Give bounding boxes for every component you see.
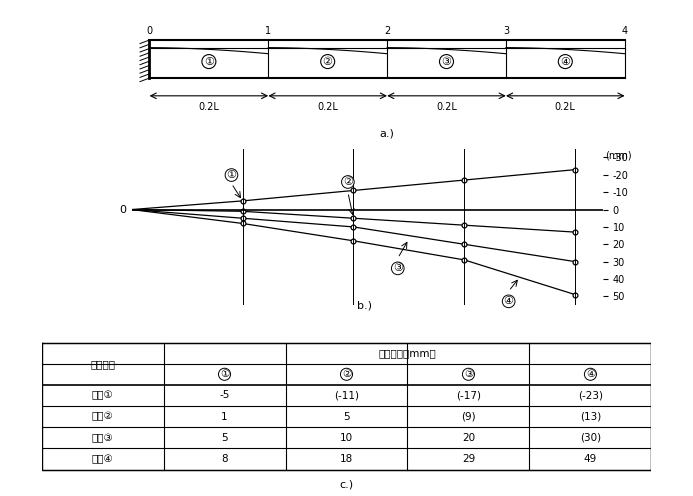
Text: c.): c.)	[340, 479, 353, 489]
Text: 0: 0	[119, 204, 126, 215]
Text: (-11): (-11)	[334, 390, 359, 400]
Text: ②: ②	[343, 177, 353, 187]
Text: 垂直挠度（mm）: 垂直挠度（mm）	[378, 348, 437, 358]
Text: 5: 5	[221, 433, 228, 443]
Text: 8: 8	[221, 454, 228, 464]
Text: 梁段浇注: 梁段浇注	[90, 359, 115, 369]
Text: 0.2L: 0.2L	[317, 102, 338, 113]
Text: 节段③: 节段③	[91, 433, 114, 443]
Text: ①: ①	[220, 370, 229, 379]
Text: ④: ④	[586, 370, 595, 379]
Text: b.): b.)	[357, 300, 372, 310]
Text: ④: ④	[560, 57, 570, 66]
Text: -5: -5	[220, 390, 229, 400]
Text: ④: ④	[504, 296, 514, 307]
Text: 3: 3	[503, 26, 509, 36]
Text: (mm): (mm)	[605, 151, 632, 161]
Text: ②: ②	[342, 370, 351, 379]
Text: (9): (9)	[461, 412, 476, 422]
Text: 0: 0	[146, 26, 152, 36]
Text: 0.2L: 0.2L	[436, 102, 457, 113]
Text: 1: 1	[221, 412, 228, 422]
Text: (13): (13)	[580, 412, 601, 422]
Text: 2: 2	[384, 26, 390, 36]
Text: ①: ①	[227, 170, 236, 180]
Text: 49: 49	[584, 454, 597, 464]
Text: 5: 5	[343, 412, 350, 422]
Text: 节段②: 节段②	[91, 412, 114, 422]
Text: 节段④: 节段④	[91, 454, 114, 464]
Text: 20: 20	[462, 433, 475, 443]
Text: 1: 1	[265, 26, 272, 36]
Text: 节段①: 节段①	[91, 390, 114, 400]
Text: 10: 10	[340, 433, 353, 443]
Text: (30): (30)	[580, 433, 601, 443]
Text: ①: ①	[204, 57, 214, 66]
Text: a.): a.)	[380, 129, 394, 139]
Text: (-23): (-23)	[578, 390, 603, 400]
Text: 18: 18	[340, 454, 353, 464]
Text: 4: 4	[622, 26, 628, 36]
Text: (-17): (-17)	[456, 390, 481, 400]
Text: ③: ③	[464, 370, 473, 379]
Text: ③: ③	[441, 57, 452, 66]
Text: 29: 29	[462, 454, 475, 464]
Text: 0.2L: 0.2L	[555, 102, 576, 113]
Text: 0.2L: 0.2L	[198, 102, 219, 113]
Text: ③: ③	[393, 263, 403, 273]
Text: ②: ②	[323, 57, 333, 66]
